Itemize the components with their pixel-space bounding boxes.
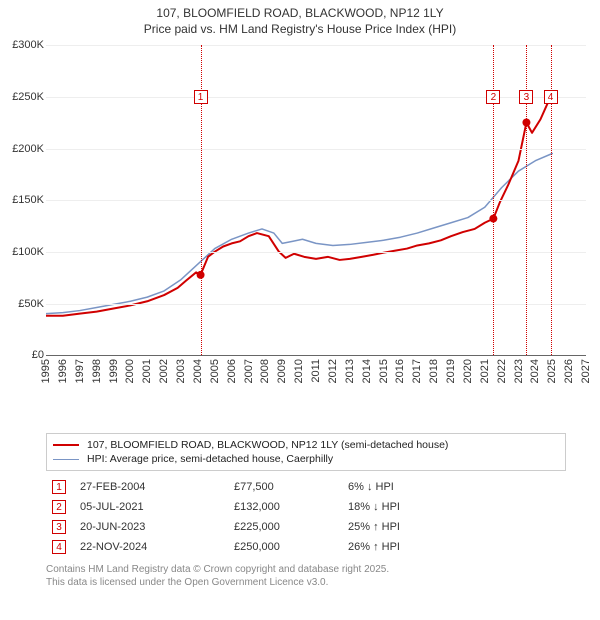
y-tick-label: £0 (0, 349, 44, 361)
x-tick-label: 2001 (141, 359, 153, 383)
x-tick-label: 2012 (327, 359, 339, 383)
event-price: £225,000 (234, 521, 334, 533)
x-tick-label: 2021 (479, 359, 491, 383)
x-tick-label: 2015 (378, 359, 390, 383)
legend: 107, BLOOMFIELD ROAD, BLACKWOOD, NP12 1L… (46, 433, 566, 471)
x-tick-label: 2005 (209, 359, 221, 383)
x-tick-label: 1997 (74, 359, 86, 383)
footer: Contains HM Land Registry data © Crown c… (46, 563, 566, 589)
legend-label: 107, BLOOMFIELD ROAD, BLACKWOOD, NP12 1L… (87, 439, 448, 451)
event-delta: 26% ↑ HPI (348, 541, 478, 553)
event-marker-box: 1 (194, 90, 208, 104)
x-tick-label: 2025 (546, 359, 558, 383)
x-tick-label: 2019 (445, 359, 457, 383)
x-tick-label: 2010 (293, 359, 305, 383)
legend-swatch (53, 459, 79, 460)
event-delta: 18% ↓ HPI (348, 501, 478, 513)
x-tick-label: 2016 (394, 359, 406, 383)
footer-line-2: This data is licensed under the Open Gov… (46, 576, 566, 589)
event-price: £77,500 (234, 481, 334, 493)
event-row: 1 27-FEB-2004 £77,500 6% ↓ HPI (46, 477, 566, 497)
event-marker-box: 3 (519, 90, 533, 104)
x-tick-label: 2026 (563, 359, 575, 383)
event-delta: 6% ↓ HPI (348, 481, 478, 493)
x-tick-label: 2011 (310, 359, 322, 383)
x-tick-label: 2003 (175, 359, 187, 383)
legend-row: 107, BLOOMFIELD ROAD, BLACKWOOD, NP12 1L… (53, 438, 559, 452)
event-marker-box: 4 (544, 90, 558, 104)
x-tick-label: 2002 (158, 359, 170, 383)
footer-line-1: Contains HM Land Registry data © Crown c… (46, 563, 566, 576)
x-tick-label: 2009 (276, 359, 288, 383)
event-marker-icon: 3 (52, 520, 66, 534)
x-tick-label: 1999 (108, 359, 120, 383)
event-marker-icon: 1 (52, 480, 66, 494)
y-tick-label: £200K (0, 143, 44, 155)
x-tick-label: 2022 (496, 359, 508, 383)
x-tick-label: 2023 (513, 359, 525, 383)
legend-label: HPI: Average price, semi-detached house,… (87, 453, 333, 465)
x-tick-label: 1998 (91, 359, 103, 383)
event-marker-icon: 2 (52, 500, 66, 514)
x-tick-label: 1996 (57, 359, 69, 383)
x-tick-label: 2006 (226, 359, 238, 383)
x-tick-label: 1995 (40, 359, 52, 383)
y-tick-label: £100K (0, 246, 44, 258)
chart: 1234 £0£50K£100K£150K£200K£250K£300K1995… (30, 45, 586, 385)
event-date: 22-NOV-2024 (80, 541, 220, 553)
x-tick-label: 2027 (580, 359, 592, 383)
event-delta: 25% ↑ HPI (348, 521, 478, 533)
event-marker-box: 2 (486, 90, 500, 104)
x-tick-label: 2013 (344, 359, 356, 383)
event-marker-icon: 4 (52, 540, 66, 554)
x-tick-label: 2020 (462, 359, 474, 383)
plot-area: 1 2 34 (46, 45, 586, 356)
title-line-2: Price paid vs. HM Land Registry's House … (0, 22, 600, 38)
y-tick-label: £250K (0, 91, 44, 103)
event-price: £132,000 (234, 501, 334, 513)
x-tick-label: 2008 (259, 359, 271, 383)
y-tick-label: £50K (0, 298, 44, 310)
x-tick-label: 2000 (124, 359, 136, 383)
legend-row: HPI: Average price, semi-detached house,… (53, 452, 559, 466)
x-tick-label: 2024 (529, 359, 541, 383)
event-row: 2 05-JUL-2021 £132,000 18% ↓ HPI (46, 497, 566, 517)
event-date: 20-JUN-2023 (80, 521, 220, 533)
events-table: 1 27-FEB-2004 £77,500 6% ↓ HPI 2 05-JUL-… (46, 477, 566, 557)
event-row: 4 22-NOV-2024 £250,000 26% ↑ HPI (46, 537, 566, 557)
event-price: £250,000 (234, 541, 334, 553)
legend-swatch (53, 444, 79, 446)
event-row: 3 20-JUN-2023 £225,000 25% ↑ HPI (46, 517, 566, 537)
event-date: 27-FEB-2004 (80, 481, 220, 493)
x-tick-label: 2007 (243, 359, 255, 383)
y-tick-label: £150K (0, 194, 44, 206)
y-tick-label: £300K (0, 39, 44, 51)
event-date: 05-JUL-2021 (80, 501, 220, 513)
x-tick-label: 2018 (428, 359, 440, 383)
x-tick-label: 2014 (361, 359, 373, 383)
x-tick-label: 2017 (411, 359, 423, 383)
title-line-1: 107, BLOOMFIELD ROAD, BLACKWOOD, NP12 1L… (0, 6, 600, 22)
x-tick-label: 2004 (192, 359, 204, 383)
